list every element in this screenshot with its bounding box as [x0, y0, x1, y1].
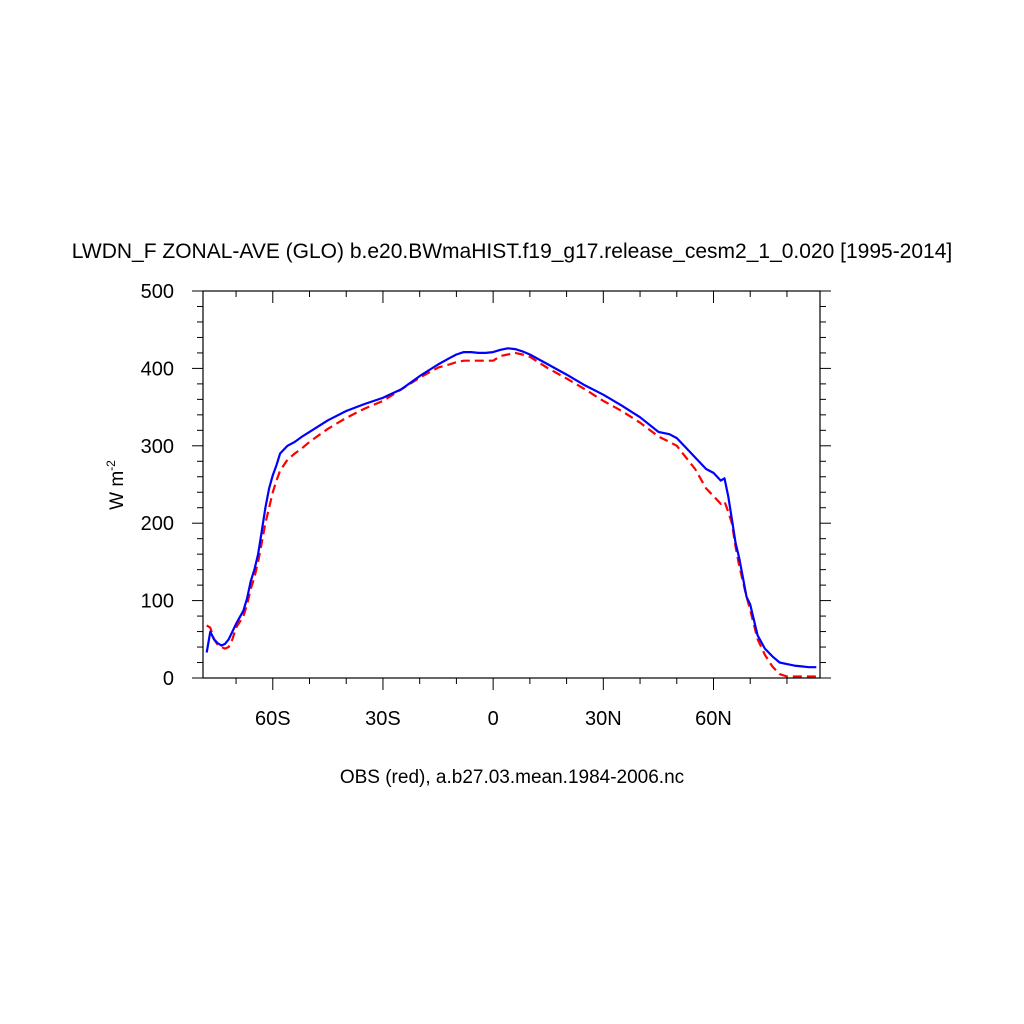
tick-labels: 0 100 200 300 400 500 60S 30S 0 30N 60N	[141, 281, 732, 730]
y-axis-label: W m-2	[104, 460, 128, 510]
ticks-layer	[192, 290, 831, 690]
x-tick-label: 60N	[695, 708, 732, 730]
x-tick-label: 30N	[585, 708, 622, 730]
series-layer	[205, 347, 817, 678]
x-tick-label: 60S	[255, 708, 291, 730]
y-tick-label: 400	[141, 358, 174, 380]
model-series-line	[205, 347, 817, 669]
obs-series-line	[206, 351, 817, 678]
y-tick-label: 0	[163, 668, 174, 690]
y-tick-label: 500	[141, 281, 174, 303]
x-tick-label: 30S	[365, 708, 401, 730]
plot-frame	[202, 290, 821, 679]
x-tick-label: 0	[488, 708, 499, 730]
y-axis-label-exponent: -2	[104, 460, 118, 471]
chart-title: LWDN_F ZONAL-AVE (GLO) b.e20.BWmaHIST.f1…	[72, 240, 952, 263]
x-axis-label: OBS (red), a.b27.03.mean.1984-2006.nc	[340, 767, 684, 788]
y-tick-label: 200	[141, 513, 174, 535]
y-axis-label-text: W m	[107, 471, 128, 510]
y-tick-label: 100	[141, 591, 174, 613]
y-tick-label: 300	[141, 436, 174, 458]
